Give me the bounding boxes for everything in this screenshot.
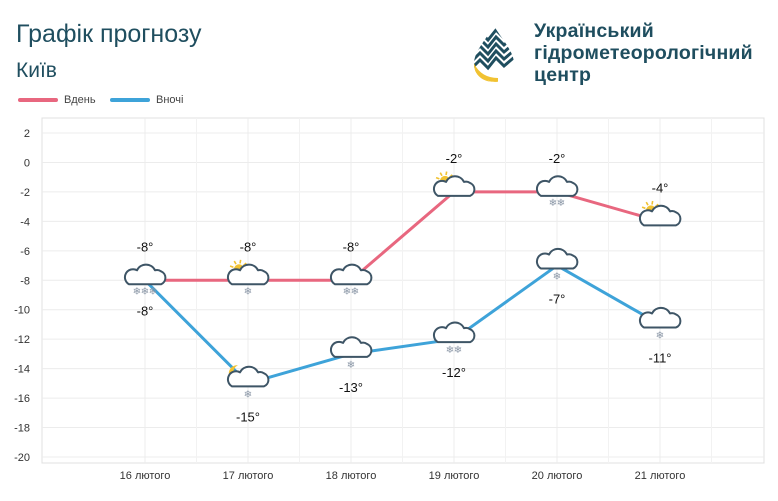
- snowflake-icon: ❄: [351, 286, 359, 297]
- snowfall-icon: ❄ ❄: [446, 345, 462, 356]
- y-tick-label: 0: [24, 157, 30, 169]
- y-tick-label: -16: [14, 393, 30, 405]
- day-temp-label: -2°: [446, 151, 463, 166]
- snowflake-icon: ❄: [446, 345, 454, 356]
- snowfall-icon: ❄: [553, 272, 561, 283]
- droplet-logo-icon: [474, 26, 514, 82]
- snowflake-icon: ❄: [549, 198, 557, 209]
- legend-swatch-night: [110, 98, 150, 103]
- snowfall-icon: ❄: [656, 330, 664, 341]
- cloud-snow-icon: [535, 175, 579, 197]
- snowflake-icon: ❄: [244, 389, 252, 400]
- day-temp-label: -8°: [343, 239, 360, 254]
- y-tick-label: -12: [14, 334, 30, 346]
- snowflake-icon: ❄: [454, 345, 462, 356]
- series-line-night: [143, 264, 662, 385]
- legend-label-night: Вночі: [156, 94, 184, 106]
- snowflake-icon: ❄: [557, 198, 565, 209]
- snowflake-icon: ❄: [343, 286, 351, 297]
- logo-line-3: центр: [534, 64, 592, 86]
- cloud-snow-icon: [329, 336, 373, 358]
- cloud-snow-icon: [329, 263, 373, 286]
- cloud-snow-icon: [432, 321, 476, 344]
- night-temp-label: -8°: [137, 303, 154, 318]
- y-tick-label: -10: [14, 305, 30, 317]
- x-tick-label: 19 лютого: [429, 470, 480, 482]
- moon-cloud-snow-icon: [226, 365, 270, 388]
- night-temp-label: -13°: [339, 380, 363, 395]
- legend-item-day[interactable]: Вдень: [18, 94, 96, 106]
- snowfall-icon: ❄ ❄ ❄: [133, 286, 157, 297]
- snowflake-icon: ❄: [244, 286, 252, 297]
- x-tick-label: 20 лютого: [532, 470, 583, 482]
- y-tick-label: -2: [20, 187, 30, 199]
- snowflake-icon: ❄: [141, 286, 149, 297]
- snowfall-icon: ❄ ❄: [343, 286, 359, 297]
- night-temp-label: -15°: [236, 409, 260, 424]
- logo-text: Український гідрометеорологічний центр: [534, 20, 753, 86]
- y-tick-label: -18: [14, 423, 30, 435]
- y-tick-label: 2: [24, 128, 30, 140]
- y-tick-label: -4: [20, 216, 30, 228]
- y-tick-label: -20: [14, 452, 30, 464]
- snowflake-icon: ❄: [347, 360, 355, 371]
- legend-swatch-day: [18, 98, 58, 103]
- partly-cloudy-icon: [638, 204, 682, 227]
- snowflake-icon: ❄: [149, 286, 157, 297]
- x-tick-label: 21 лютого: [635, 470, 686, 482]
- snowflake-icon: ❄: [133, 286, 141, 297]
- cloud-snow-icon: [535, 247, 579, 270]
- cloud-snow-icon: [123, 263, 167, 286]
- snowflake-icon: ❄: [656, 330, 664, 341]
- legend-label-day: Вдень: [64, 94, 96, 106]
- day-temp-label: -2°: [549, 151, 566, 166]
- x-tick-label: 16 лютого: [120, 470, 171, 482]
- ukrhydromet-logo[interactable]: Український гідрометеорологічний центр: [470, 20, 770, 90]
- x-tick-label: 17 лютого: [223, 470, 274, 482]
- legend-item-night[interactable]: Вночі: [110, 94, 183, 106]
- night-temp-label: -12°: [442, 365, 466, 380]
- partly-cloudy-icon: [432, 175, 476, 197]
- x-tick-label: 18 лютого: [326, 470, 377, 482]
- partly-cloudy-snow-icon: [226, 263, 270, 286]
- day-temp-label: -4°: [652, 180, 669, 195]
- y-tick-label: -8: [20, 275, 30, 287]
- y-tick-label: -14: [14, 364, 30, 376]
- night-temp-label: -7°: [549, 292, 566, 307]
- snowfall-icon: ❄: [347, 360, 355, 371]
- day-temp-label: -8°: [137, 239, 154, 254]
- snowflake-icon: ❄: [553, 272, 561, 283]
- logo-line-1: Український: [534, 20, 654, 42]
- chart-title: Графік прогнозу: [16, 20, 202, 48]
- city-name: Київ: [16, 59, 57, 82]
- snowfall-icon: ❄: [244, 389, 252, 400]
- snowfall-icon: ❄ ❄: [549, 198, 565, 209]
- day-temp-label: -8°: [240, 239, 257, 254]
- y-tick-label: -6: [20, 246, 30, 258]
- cloud-snow-icon: [638, 306, 682, 329]
- night-temp-label: -11°: [648, 350, 671, 365]
- logo-line-2: гідрометеорологічний: [534, 42, 753, 64]
- snowfall-icon: ❄: [244, 286, 252, 297]
